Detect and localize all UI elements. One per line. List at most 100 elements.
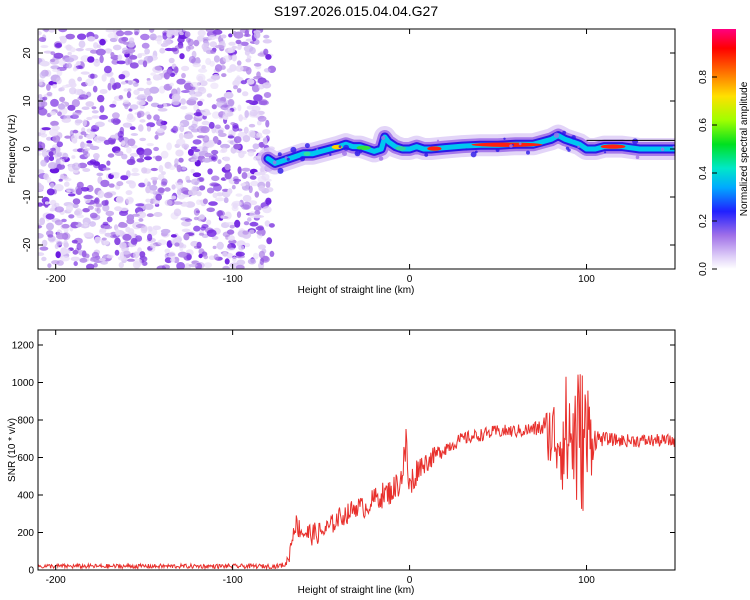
noise-speckle xyxy=(96,44,102,48)
track-speckle xyxy=(316,148,319,151)
noise-speckle xyxy=(188,189,198,196)
noise-speckle xyxy=(244,110,249,118)
noise-speckle xyxy=(137,94,148,99)
noise-speckle xyxy=(242,201,252,210)
noise-speckle xyxy=(176,262,185,269)
noise-speckle xyxy=(211,111,221,119)
noise-speckle xyxy=(223,197,229,204)
noise-speckle xyxy=(42,96,48,101)
noise-speckle xyxy=(41,150,48,158)
noise-speckle xyxy=(168,251,176,260)
y-tick-label: 800 xyxy=(17,416,34,427)
noise-speckle xyxy=(114,237,121,246)
noise-speckle xyxy=(190,81,200,88)
noise-speckle xyxy=(231,205,239,212)
noise-speckle xyxy=(202,157,212,163)
noise-speckle xyxy=(212,245,217,250)
noise-speckle xyxy=(258,250,265,259)
noise-speckle xyxy=(107,153,115,158)
noise-speckle xyxy=(197,29,206,37)
noise-speckle xyxy=(227,188,233,195)
noise-speckle xyxy=(123,99,130,105)
noise-speckle xyxy=(253,94,263,102)
noise-speckle xyxy=(67,193,76,197)
noise-speckle xyxy=(126,146,132,154)
track-speckle xyxy=(567,148,571,152)
noise-speckle xyxy=(46,176,52,184)
noise-speckle xyxy=(78,94,89,100)
noise-speckle xyxy=(235,264,245,269)
noise-speckle xyxy=(164,187,171,192)
noise-speckle xyxy=(61,223,70,229)
noise-speckle xyxy=(146,78,151,81)
noise-speckle xyxy=(72,129,79,134)
noise-speckle xyxy=(91,106,97,110)
noise-speckle xyxy=(206,187,215,194)
noise-speckle xyxy=(213,55,220,63)
noise-speckle xyxy=(144,48,151,55)
noise-speckle xyxy=(242,194,252,203)
noise-speckle xyxy=(71,155,76,159)
noise-speckle xyxy=(146,80,152,86)
noise-speckle xyxy=(38,152,42,156)
noise-speckle xyxy=(142,60,148,68)
noise-speckle xyxy=(235,251,245,257)
noise-speckle xyxy=(179,31,184,36)
noise-speckle xyxy=(123,88,129,92)
track-hot-segment xyxy=(356,145,371,150)
noise-speckle xyxy=(149,29,155,33)
track-speckle xyxy=(381,135,386,140)
noise-speckle xyxy=(67,51,72,56)
noise-speckle xyxy=(242,230,249,235)
noise-speckle xyxy=(156,128,165,134)
noise-speckle xyxy=(249,211,256,219)
noise-speckle xyxy=(262,39,272,44)
noise-speckle xyxy=(146,95,153,102)
noise-speckle xyxy=(113,82,122,89)
track-speckle xyxy=(329,153,332,156)
noise-speckle xyxy=(49,111,57,116)
y-tick-label: -10 xyxy=(22,189,33,204)
noise-speckle xyxy=(102,254,107,259)
noise-speckle xyxy=(268,223,275,228)
noise-speckle xyxy=(265,119,270,128)
noise-speckle xyxy=(125,170,131,178)
noise-speckle xyxy=(95,203,103,208)
noise-speckle xyxy=(196,191,202,197)
noise-speckle xyxy=(180,98,187,105)
noise-speckle xyxy=(208,35,216,41)
noise-speckle xyxy=(129,55,138,60)
noise-speckle xyxy=(210,49,217,54)
noise-speckle xyxy=(153,146,160,152)
noise-speckle xyxy=(43,29,49,33)
noise-speckle xyxy=(111,59,119,65)
noise-speckle xyxy=(57,103,66,110)
noise-speckle xyxy=(206,93,213,98)
noise-speckle xyxy=(86,140,93,144)
noise-speckle xyxy=(38,37,47,42)
noise-speckle xyxy=(56,233,66,240)
noise-speckle xyxy=(141,261,148,266)
noise-speckle xyxy=(109,103,117,108)
noise-speckle xyxy=(237,166,242,175)
noise-speckle xyxy=(122,41,130,45)
noise-speckle xyxy=(254,191,260,198)
noise-speckle xyxy=(202,135,210,143)
snr-frame xyxy=(37,329,676,571)
noise-speckle xyxy=(125,196,134,205)
noise-speckle xyxy=(59,158,65,165)
noise-speckle xyxy=(214,124,221,129)
noise-speckle xyxy=(53,184,64,192)
noise-speckle xyxy=(50,98,59,107)
noise-speckle xyxy=(210,82,219,90)
noise-speckle xyxy=(188,125,195,131)
noise-speckle xyxy=(138,52,147,56)
noise-speckle xyxy=(96,207,101,214)
noise-speckle xyxy=(80,187,90,192)
noise-speckle xyxy=(146,122,156,128)
x-tick-label: 0 xyxy=(407,274,413,285)
noise-speckle xyxy=(254,135,264,139)
noise-speckle xyxy=(228,33,233,38)
noise-speckle xyxy=(249,109,258,117)
